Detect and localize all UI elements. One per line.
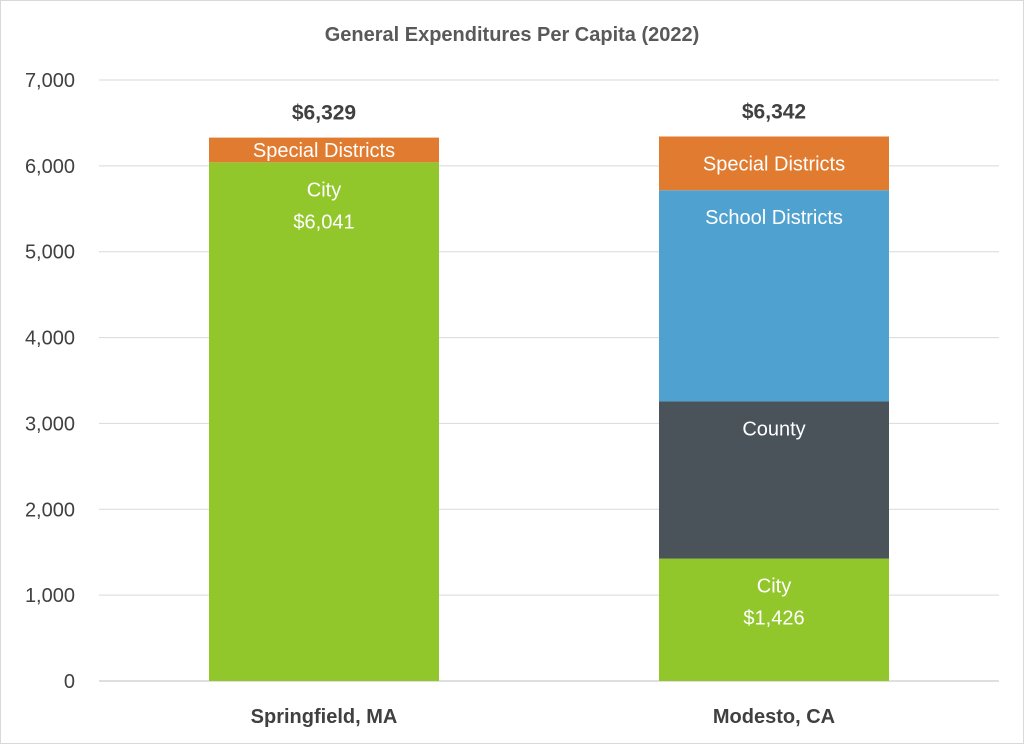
labels: 0 1,000 2,000 3,000 4,000 5,000 6,000 7,000 City… xyxy=(25,70,845,728)
bar-segment xyxy=(209,162,439,681)
segment-label: School Districts xyxy=(705,207,843,229)
total-label: $6,329 xyxy=(292,102,356,125)
x-tick-label: Modesto, CA xyxy=(713,706,835,728)
y-tick-label: 5,000 xyxy=(25,242,75,264)
total-label: $6,342 xyxy=(742,100,806,123)
y-tick-label: 2,000 xyxy=(25,499,75,521)
segment-value-label: $6,041 xyxy=(293,211,354,233)
bar-segment xyxy=(659,136,889,191)
segment-label: County xyxy=(742,418,805,440)
segment-label: City xyxy=(307,179,341,201)
segment-label: City xyxy=(757,576,791,598)
bar-segment xyxy=(659,401,889,559)
y-tick-label: 1,000 xyxy=(25,585,75,607)
bar-segment xyxy=(209,137,439,163)
x-tick-label: Springfield, MA xyxy=(251,706,398,728)
y-tick-label: 7,000 xyxy=(25,70,75,92)
segment-label: Special Districts xyxy=(253,140,395,162)
bars xyxy=(209,136,889,681)
bar-segment xyxy=(659,190,889,402)
y-tick-label: 0 xyxy=(64,671,75,693)
segment-label: Special Districts xyxy=(703,153,845,175)
y-tick-label: 6,000 xyxy=(25,156,75,178)
y-tick-label: 4,000 xyxy=(25,328,75,350)
chart-title: General Expenditures Per Capita (2022) xyxy=(325,24,700,46)
y-tick-label: 3,000 xyxy=(25,413,75,435)
bar-segment xyxy=(659,558,889,681)
segment-value-label: $1,426 xyxy=(743,608,804,630)
